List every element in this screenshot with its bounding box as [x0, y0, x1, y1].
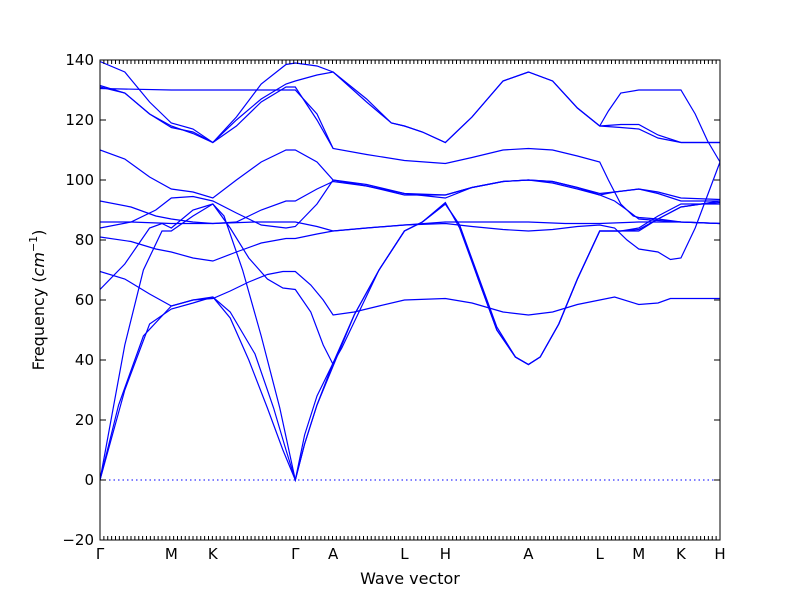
y-tick-label: 120 [65, 111, 94, 129]
band-line-12 [100, 87, 334, 149]
y-tick-label: 20 [75, 411, 94, 429]
band-line-14 [100, 71, 720, 144]
y-label-text: Frequency ( [29, 276, 48, 370]
x-tick-label: A [328, 545, 339, 563]
x-tick-label: Γ [291, 545, 300, 563]
y-tick-label: −20 [62, 531, 94, 549]
band-line-9 [100, 179, 720, 225]
x-tick-label: Γ [96, 545, 105, 563]
x-tick-label: L [596, 545, 605, 563]
y-label-exponent: −1 [27, 236, 40, 252]
x-tick-label: K [208, 545, 219, 563]
y-label-unit: cm [29, 252, 48, 276]
band-line-6 [100, 161, 720, 262]
band-line-1 [100, 200, 720, 483]
y-tick-label: 140 [65, 51, 94, 69]
plot-area [100, 60, 720, 483]
x-tick-label: L [400, 545, 409, 563]
x-axis-label: Wave vector [360, 569, 460, 588]
band-line-4 [100, 203, 334, 365]
band-line-11 [100, 84, 720, 225]
y-tick-label: 100 [65, 171, 94, 189]
band-line-7 [100, 221, 720, 232]
y-tick-label: 0 [84, 471, 94, 489]
y-tick-label: 60 [75, 291, 94, 309]
band-line-8 [100, 179, 720, 229]
x-tick-label: K [676, 545, 687, 563]
y-label-close: ) [29, 230, 48, 236]
band-line-13 [100, 60, 720, 144]
x-tick-label: H [714, 545, 725, 563]
band-line-5 [100, 270, 720, 316]
x-tick-label: H [440, 545, 451, 563]
x-tick-label: M [165, 545, 178, 563]
y-tick-label: 40 [75, 351, 94, 369]
band-line-3 [100, 201, 720, 481]
band-line-15 [599, 89, 720, 163]
x-tick-label: A [523, 545, 534, 563]
band-line-2 [100, 203, 720, 483]
y-axis-label: Frequency (cm−1) [27, 230, 48, 371]
y-tick-label: 80 [75, 231, 94, 249]
x-tick-label: M [632, 545, 645, 563]
band-line-10 [100, 149, 720, 202]
axes: −20 0 20 40 60 80 100 120 140 Γ M K Γ A L H A L M K H [62, 51, 725, 563]
